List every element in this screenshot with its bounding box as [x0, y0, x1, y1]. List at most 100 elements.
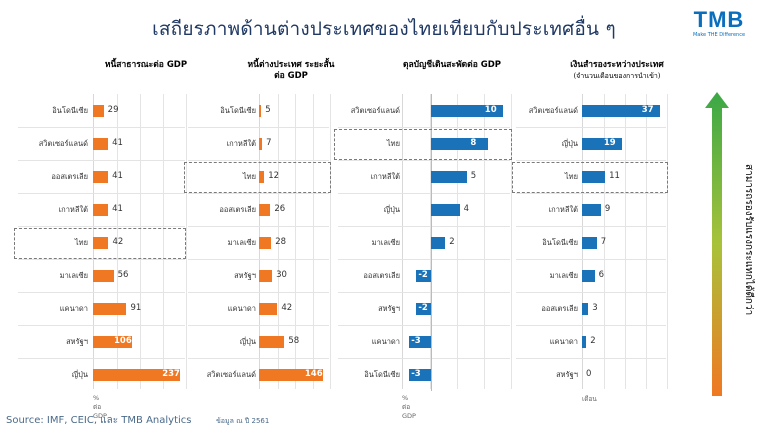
- gridline-horizontal: [18, 127, 185, 128]
- data-label: 41: [112, 137, 123, 148]
- data-date-note: ข้อมูล ณ ปี 2561: [216, 417, 270, 425]
- data-label: 28: [275, 236, 287, 247]
- category-label: อินโดนีเซีย: [542, 237, 578, 247]
- category-label: ญี่ปุ่น: [239, 336, 256, 346]
- bar: [430, 170, 467, 183]
- chart-grid: [402, 94, 512, 389]
- data-label: 29: [107, 104, 119, 115]
- bar: [93, 368, 181, 381]
- data-label: 8: [470, 137, 477, 148]
- category-label: อินโดนีเซีย: [364, 369, 400, 379]
- bar: [582, 269, 595, 282]
- bar: [582, 170, 606, 183]
- category-label: ออสเตรเลีย: [219, 204, 256, 214]
- category-label: ญี่ปุ่น: [561, 138, 578, 148]
- data-label: 106: [114, 335, 132, 346]
- data-label: 4: [463, 203, 470, 214]
- category-label: สวิตเซอร์แลนด์: [38, 138, 88, 148]
- highlight-box: [334, 129, 512, 160]
- gridline-horizontal: [516, 127, 666, 128]
- gridline-horizontal: [188, 259, 329, 260]
- gridline-horizontal: [188, 193, 329, 194]
- category-label: สหรัฐฯ: [378, 303, 400, 313]
- data-label: 9: [604, 203, 611, 214]
- gridline-horizontal: [338, 226, 510, 227]
- data-label: 91: [130, 302, 142, 313]
- gridline-horizontal: [516, 292, 666, 293]
- source-note: Source: IMF, CEIC, และ TMB Analytics: [6, 415, 192, 426]
- gridline-vertical: [646, 94, 647, 389]
- bar: [582, 104, 660, 117]
- gridline-vertical: [330, 94, 331, 389]
- gridline-vertical: [484, 94, 485, 389]
- data-label: 7: [600, 236, 607, 247]
- data-label: 12: [268, 170, 280, 181]
- chart-title-text: หนี้ต่างประเทศ ระยะสั้นต่อ GDP: [247, 60, 335, 81]
- chart-title-text: ดุลบัญชีเดินสะพัดต่อ GDP: [402, 60, 502, 70]
- gridline-vertical: [604, 94, 605, 389]
- data-label: 10: [484, 104, 497, 115]
- data-label: 5: [470, 170, 477, 181]
- data-label: 2: [449, 236, 455, 247]
- gridline-horizontal: [188, 358, 329, 359]
- category-label: ไทย: [74, 237, 88, 247]
- gridline-vertical: [430, 94, 431, 389]
- category-label: มาเลเซีย: [371, 237, 400, 247]
- data-label: -2: [418, 302, 428, 313]
- gridline-horizontal: [18, 226, 185, 227]
- gridline-horizontal: [188, 226, 329, 227]
- gridline-horizontal: [338, 193, 510, 194]
- gridline-horizontal: [18, 358, 185, 359]
- data-label: 146: [304, 368, 323, 379]
- bar: [93, 236, 109, 249]
- page-title: เสถียรภาพด้านต่างประเทศของไทยเทียบกับประ…: [152, 18, 616, 40]
- bar: [259, 269, 273, 282]
- data-label: 6: [598, 269, 605, 280]
- category-label: มาเลเซีย: [227, 237, 256, 247]
- gridline-horizontal: [188, 127, 329, 128]
- bar: [582, 302, 589, 315]
- bar: [409, 368, 431, 381]
- bar: [259, 368, 323, 381]
- highlight-box: [14, 228, 186, 259]
- category-label: สหรัฐฯ: [66, 336, 88, 346]
- axis-unit-label: % ต่อ GDP: [402, 394, 416, 420]
- bar: [430, 236, 446, 249]
- logo-tagline: Make THE Difference: [692, 32, 746, 38]
- category-label: ออสเตรเลีย: [541, 303, 578, 313]
- stability-arrow-icon: [705, 92, 729, 396]
- bar: [93, 203, 109, 216]
- chart-title: เงินสำรองระหว่างประเทศ (จำนวนเดือนของการน…: [558, 60, 676, 82]
- gridline-vertical: [625, 94, 626, 389]
- category-label: อินโดนีเซีย: [52, 105, 88, 115]
- gridline-horizontal: [338, 292, 510, 293]
- bar: [582, 203, 601, 216]
- category-label: ไทย: [386, 138, 400, 148]
- category-label: เกาหลีใต้: [226, 138, 256, 148]
- category-label: เกาหลีใต้: [548, 204, 578, 214]
- gridline-horizontal: [18, 259, 185, 260]
- gridline-horizontal: [516, 358, 666, 359]
- bar: [93, 137, 109, 150]
- gridline-vertical: [277, 94, 279, 389]
- data-label: 7: [266, 137, 272, 148]
- data-label: 58: [288, 335, 300, 346]
- bar: [430, 104, 503, 117]
- gridline-vertical: [163, 94, 164, 389]
- category-label: อินโดนีเซีย: [220, 105, 256, 115]
- category-label: แคนาดา: [227, 303, 256, 313]
- bar: [409, 335, 431, 348]
- chart-title-text: เงินสำรองระหว่างประเทศ: [570, 60, 664, 70]
- data-label: 2: [590, 335, 596, 346]
- gridline-vertical: [667, 94, 668, 389]
- category-label: สวิตเซอร์แลนด์: [350, 105, 400, 115]
- highlight-box: [184, 162, 331, 193]
- gridline-vertical: [457, 94, 458, 389]
- gridline-horizontal: [338, 259, 510, 260]
- bar: [259, 203, 271, 216]
- chart-title: ดุลบัญชีเดินสะพัดต่อ GDP: [392, 60, 512, 71]
- data-label: -2: [418, 269, 428, 280]
- chart-subtitle: (จำนวนเดือนของการนำเข้า): [573, 72, 661, 80]
- bar: [93, 335, 132, 348]
- gridline-horizontal: [516, 259, 666, 260]
